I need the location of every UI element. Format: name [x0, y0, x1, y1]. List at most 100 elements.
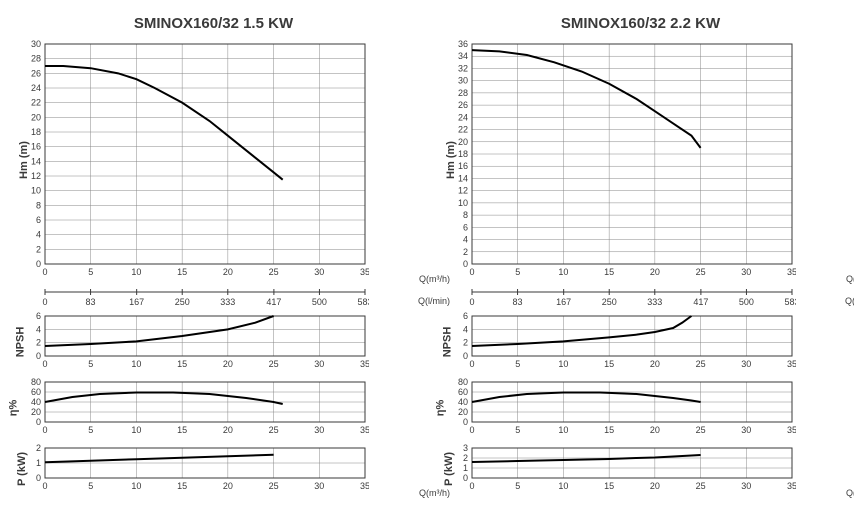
svg-text:10: 10 — [31, 186, 41, 196]
svg-text:0: 0 — [463, 351, 468, 361]
svg-text:1: 1 — [463, 463, 468, 473]
right-sec-axis: 083167250333417500583 Q(l/min) — [442, 286, 839, 308]
svg-text:0: 0 — [469, 359, 474, 369]
svg-text:18: 18 — [458, 149, 468, 159]
svg-text:20: 20 — [650, 425, 660, 435]
svg-text:20: 20 — [650, 267, 660, 277]
svg-text:583: 583 — [357, 297, 369, 307]
svg-text:0: 0 — [463, 473, 468, 483]
svg-text:22: 22 — [31, 98, 41, 108]
left-sec-svg: 083167250333417500583 — [15, 286, 369, 308]
svg-text:500: 500 — [739, 297, 754, 307]
svg-text:10: 10 — [458, 198, 468, 208]
svg-text:8: 8 — [463, 210, 468, 220]
svg-text:20: 20 — [31, 407, 41, 417]
svg-text:5: 5 — [515, 481, 520, 491]
left-npsh-ylabel: NPSH — [14, 327, 26, 358]
svg-text:500: 500 — [312, 297, 327, 307]
svg-text:333: 333 — [220, 297, 235, 307]
svg-text:40: 40 — [31, 397, 41, 407]
left-sec-axis: 083167250333417500583 Q(l/min) — [15, 286, 412, 308]
svg-text:417: 417 — [266, 297, 281, 307]
svg-text:20: 20 — [31, 112, 41, 122]
svg-text:28: 28 — [31, 54, 41, 64]
svg-text:333: 333 — [647, 297, 662, 307]
svg-text:2: 2 — [463, 453, 468, 463]
svg-text:0: 0 — [36, 473, 41, 483]
svg-text:0: 0 — [469, 297, 474, 307]
svg-text:15: 15 — [604, 267, 614, 277]
left-column: SMINOX160/32 1.5 KW Hm (m) 0510152025303… — [15, 15, 412, 500]
right-p-svg: 051015202530350123 — [442, 444, 796, 494]
svg-text:24: 24 — [458, 112, 468, 122]
svg-text:30: 30 — [31, 40, 41, 49]
svg-text:35: 35 — [360, 425, 369, 435]
svg-text:25: 25 — [269, 359, 279, 369]
svg-text:80: 80 — [31, 378, 41, 387]
svg-text:3: 3 — [463, 444, 468, 453]
svg-text:30: 30 — [314, 425, 324, 435]
right-npsh-chart: NPSH 051015202530350246 — [442, 312, 839, 372]
right-p-xunit: Q(m³/h) — [846, 488, 854, 498]
svg-text:0: 0 — [42, 267, 47, 277]
svg-text:0: 0 — [469, 481, 474, 491]
right-hm-xunit: Q(m³/h) — [846, 274, 854, 284]
svg-text:15: 15 — [604, 425, 614, 435]
left-p-ylabel: P (kW) — [16, 452, 28, 486]
svg-text:5: 5 — [88, 359, 93, 369]
svg-text:0: 0 — [469, 425, 474, 435]
svg-text:167: 167 — [556, 297, 571, 307]
svg-text:10: 10 — [558, 359, 568, 369]
svg-text:12: 12 — [458, 186, 468, 196]
svg-text:5: 5 — [515, 267, 520, 277]
svg-text:25: 25 — [696, 359, 706, 369]
left-p-svg: 05101520253035012 — [15, 444, 369, 494]
right-hm-svg: 0510152025303502468101214161820222426283… — [442, 40, 796, 280]
right-sec-svg: 083167250333417500583 — [442, 286, 796, 308]
left-eta-svg: 05101520253035020406080 — [15, 378, 369, 438]
svg-text:15: 15 — [177, 425, 187, 435]
right-hm-chart: Hm (m) 051015202530350246810121416182022… — [442, 40, 839, 280]
svg-text:20: 20 — [650, 481, 660, 491]
svg-text:10: 10 — [131, 267, 141, 277]
right-npsh-svg: 051015202530350246 — [442, 312, 796, 372]
svg-text:250: 250 — [175, 297, 190, 307]
svg-text:10: 10 — [131, 359, 141, 369]
left-hm-chart: Hm (m) 051015202530350246810121416182022… — [15, 40, 412, 280]
svg-text:25: 25 — [696, 267, 706, 277]
svg-text:5: 5 — [515, 425, 520, 435]
svg-text:6: 6 — [463, 222, 468, 232]
svg-text:2: 2 — [463, 247, 468, 257]
left-npsh-svg: 051015202530350246 — [15, 312, 369, 372]
svg-text:4: 4 — [463, 235, 468, 245]
svg-text:83: 83 — [513, 297, 523, 307]
right-column: SMINOX160/32 2.2 KW Hm (m) 0510152025303… — [442, 15, 839, 500]
svg-text:5: 5 — [88, 267, 93, 277]
svg-text:35: 35 — [360, 481, 369, 491]
left-hm-svg: 0510152025303502468101214161820222426283… — [15, 40, 369, 280]
svg-text:35: 35 — [787, 359, 796, 369]
right-p-chart: P (kW) 051015202530350123 Q(m³/h) — [442, 444, 839, 494]
svg-text:35: 35 — [787, 481, 796, 491]
svg-text:16: 16 — [31, 142, 41, 152]
left-npsh-chart: NPSH 051015202530350246 — [15, 312, 412, 372]
svg-text:20: 20 — [223, 425, 233, 435]
left-eta-ylabel: η% — [7, 400, 19, 417]
svg-text:20: 20 — [458, 407, 468, 417]
svg-text:5: 5 — [88, 481, 93, 491]
svg-text:4: 4 — [36, 230, 41, 240]
right-hm-ylabel: Hm (m) — [445, 141, 457, 179]
svg-text:15: 15 — [604, 359, 614, 369]
svg-text:20: 20 — [458, 137, 468, 147]
svg-text:16: 16 — [458, 161, 468, 171]
svg-text:0: 0 — [42, 425, 47, 435]
svg-text:20: 20 — [650, 359, 660, 369]
right-sec-xunit: Q(l/min) — [845, 296, 854, 306]
svg-text:35: 35 — [360, 267, 369, 277]
svg-text:26: 26 — [458, 100, 468, 110]
svg-text:2: 2 — [463, 338, 468, 348]
svg-text:10: 10 — [558, 425, 568, 435]
right-p-ylabel: P (kW) — [443, 452, 455, 486]
svg-text:5: 5 — [515, 359, 520, 369]
svg-text:250: 250 — [602, 297, 617, 307]
